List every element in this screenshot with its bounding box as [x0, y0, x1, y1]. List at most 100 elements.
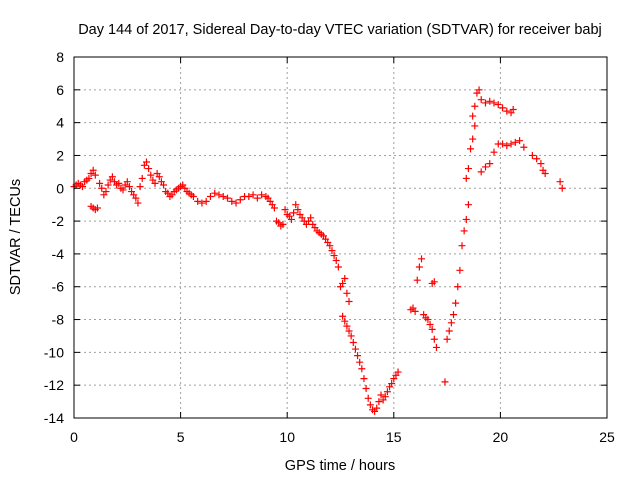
data-point: [189, 192, 197, 200]
data-point: [528, 151, 536, 159]
data-point: [432, 343, 440, 351]
data-point: [430, 335, 438, 343]
data-point: [494, 101, 502, 109]
data-point: [366, 401, 374, 409]
data-point: [471, 122, 479, 130]
data-point: [328, 247, 336, 255]
data-point: [155, 173, 163, 181]
data-point: [206, 192, 214, 200]
data-point: [347, 332, 355, 340]
data-point: [132, 194, 140, 202]
data-point: [477, 96, 485, 104]
data-point: [413, 276, 421, 284]
data-point: [96, 179, 104, 187]
data-point: [481, 163, 489, 171]
data-point: [119, 186, 127, 194]
data-points: [70, 86, 566, 415]
data-point: [467, 145, 475, 153]
data-point: [147, 171, 155, 179]
y-tick-label: -8: [52, 312, 65, 328]
x-tick-label: 5: [177, 429, 185, 445]
y-axis: -14 -12 -10 -8 -6 -4 -2 0 2 4 6 8: [44, 49, 607, 426]
data-point: [415, 263, 423, 271]
data-point: [481, 99, 489, 107]
data-point: [486, 97, 494, 105]
data-point: [89, 166, 97, 174]
data-point: [339, 312, 347, 320]
data-point: [249, 191, 257, 199]
data-point: [362, 384, 370, 392]
data-point: [426, 320, 434, 328]
data-point: [537, 160, 545, 168]
data-point: [228, 197, 236, 205]
data-point: [108, 173, 116, 181]
data-point: [490, 148, 498, 156]
y-tick-label: 0: [56, 180, 64, 196]
data-point: [339, 279, 347, 287]
data-point: [358, 365, 366, 373]
data-point: [445, 327, 453, 335]
x-tick-label: 25: [599, 429, 615, 445]
data-point: [98, 184, 106, 192]
data-point: [388, 380, 396, 388]
data-point: [345, 297, 353, 305]
data-point: [330, 252, 338, 260]
data-point: [499, 140, 507, 148]
data-point: [292, 201, 300, 209]
data-point: [469, 135, 477, 143]
x-axis: 0 5 10 15 20 25: [70, 57, 615, 445]
data-point: [326, 242, 334, 250]
data-point: [245, 192, 253, 200]
data-point: [462, 174, 470, 182]
data-point: [503, 107, 511, 115]
data-point: [452, 299, 460, 307]
data-point: [345, 327, 353, 335]
data-point: [102, 188, 110, 196]
data-point: [351, 345, 359, 353]
data-point: [343, 289, 351, 297]
data-point: [418, 255, 426, 263]
data-point: [458, 242, 466, 250]
data-point: [462, 215, 470, 223]
data-point: [341, 317, 349, 325]
data-point: [499, 104, 507, 112]
data-point: [533, 155, 541, 163]
data-point: [381, 393, 389, 401]
data-point: [507, 140, 515, 148]
data-point: [377, 391, 385, 399]
data-point: [219, 192, 227, 200]
data-point: [464, 201, 472, 209]
data-point: [194, 197, 202, 205]
data-point: [424, 316, 432, 324]
data-point: [447, 319, 455, 327]
data-point: [294, 206, 302, 214]
y-tick-label: -10: [44, 344, 64, 360]
data-point: [279, 220, 287, 228]
data-point: [198, 199, 206, 207]
data-point: [281, 206, 289, 214]
data-point: [503, 142, 511, 150]
x-tick-label: 15: [386, 429, 402, 445]
y-tick-label: 2: [56, 147, 64, 163]
data-point: [449, 311, 457, 319]
data-point: [430, 278, 438, 286]
y-axis-label: SDTVAR / TECUs: [8, 179, 24, 295]
data-point: [332, 256, 340, 264]
data-point: [134, 199, 142, 207]
grid-lines: [74, 57, 607, 418]
data-point: [356, 358, 364, 366]
plot-frame: [73, 56, 608, 419]
data-point: [394, 368, 402, 376]
data-point: [469, 112, 477, 120]
data-point: [511, 138, 519, 146]
data-point: [460, 227, 468, 235]
data-point: [486, 160, 494, 168]
y-tick-label: -14: [44, 410, 64, 426]
data-point: [123, 178, 131, 186]
data-point: [383, 388, 391, 396]
data-point: [454, 283, 462, 291]
data-point: [224, 194, 232, 202]
data-point: [160, 181, 168, 189]
data-point: [456, 266, 464, 274]
